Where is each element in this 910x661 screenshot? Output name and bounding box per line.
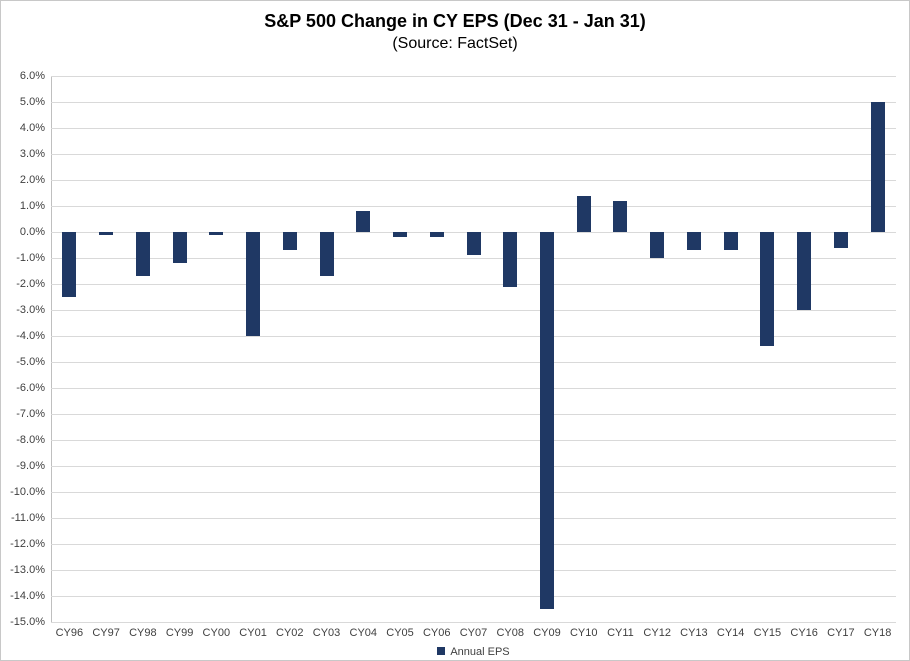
y-axis-line (51, 76, 52, 622)
y-tick-label: -7.0% (16, 408, 45, 420)
gridline (51, 517, 896, 519)
bar-cy16 (797, 232, 812, 310)
gridline (51, 180, 896, 181)
chart-subtitle: (Source: FactSet) (392, 35, 518, 52)
gridline (51, 310, 896, 311)
x-tick-label: CY13 (680, 627, 708, 639)
bar-cy11 (613, 200, 628, 232)
x-tick-label: CY97 (92, 627, 120, 639)
y-axis: 6.0% 5.0% 4.0% 3.0% 2.0% 1.0% 0.0% -1.0% -2.0% -3… (1, 70, 47, 628)
x-tick-label: CY17 (827, 627, 855, 639)
bar-cy17 (833, 232, 848, 248)
bar-cy96 (62, 232, 77, 297)
gridline (51, 440, 896, 441)
bar-cy06 (429, 232, 444, 238)
x-tick-label: CY15 (753, 627, 782, 639)
gridline (51, 102, 896, 103)
bar-cy99 (172, 232, 187, 264)
bar-cy97 (99, 232, 114, 235)
gridline (51, 622, 896, 623)
bar-cy03 (319, 232, 334, 277)
x-tick-label: CY96 (55, 627, 84, 639)
x-tick-label: CY16 (790, 627, 818, 639)
legend-swatch-icon (437, 647, 446, 656)
gridline (51, 596, 896, 597)
x-tick-label: CY10 (569, 627, 598, 639)
bar-cy07 (466, 232, 481, 256)
gridline (51, 570, 896, 571)
x-tick-label: CY07 (459, 627, 488, 639)
y-tick-label: -4.0% (16, 330, 45, 342)
gridline (51, 336, 896, 337)
x-tick-label: CY00 (202, 627, 231, 639)
gridline (51, 362, 896, 363)
y-tick-label: -15.0% (10, 616, 45, 628)
gridline (51, 544, 896, 545)
gridline (51, 128, 896, 129)
x-tick-label: CY03 (312, 627, 341, 639)
x-tick-label: CY11 (607, 627, 634, 639)
bar-cy05 (393, 232, 408, 238)
gridline (51, 258, 896, 259)
x-tick-label: CY02 (276, 627, 304, 639)
legend-label: Annual EPS (450, 646, 510, 659)
gridline (51, 76, 896, 77)
bar-cy04 (356, 211, 371, 232)
x-tick-label: CY01 (239, 627, 267, 639)
bar-cy01 (246, 232, 261, 336)
y-tick-label: 1.0% (19, 200, 45, 212)
gridline (51, 206, 896, 207)
bar-cy10 (576, 195, 591, 232)
legend: Annual EPS (51, 646, 896, 658)
x-tick-label: CY04 (349, 627, 378, 639)
y-tick-label: -14.0% (10, 590, 45, 602)
gridline (51, 492, 896, 493)
bar-cy09 (539, 232, 554, 609)
plot-area (51, 76, 896, 623)
bar-cy18 (870, 102, 885, 232)
x-axis: CY96 CY97 CY98 CY99 CY00 CY01 CY02 CY03 CY04 CY05… (51, 627, 896, 643)
bar-cy00 (209, 232, 224, 235)
bar-cy02 (282, 232, 297, 251)
x-tick-label: CY05 (386, 627, 414, 639)
gridline (51, 388, 896, 389)
y-tick-label: -13.0% (10, 564, 45, 576)
y-tick-label: 0.0% (19, 226, 45, 238)
bar-cy08 (503, 232, 518, 287)
bar-cy12 (650, 232, 665, 258)
chart-title: S&P 500 Change in CY EPS (Dec 31 - Jan 3… (264, 11, 646, 31)
x-tick-label: CY06 (422, 627, 451, 639)
y-tick-label: -10.0% (10, 486, 45, 498)
y-tick-label: 6.0% (19, 70, 45, 82)
y-tick-label: -6.0% (16, 382, 45, 394)
y-tick-label: 3.0% (19, 148, 45, 160)
bar-cy14 (723, 232, 738, 251)
x-tick-label: CY18 (863, 627, 892, 639)
bar-cy98 (135, 232, 150, 277)
y-tick-label: -11.0% (10, 511, 45, 524)
gridline (51, 154, 896, 155)
y-tick-label: -3.0% (16, 304, 45, 316)
x-tick-label: CY08 (496, 627, 524, 639)
gridline (51, 284, 896, 285)
x-tick-label: CY12 (643, 627, 671, 639)
y-tick-label: -5.0% (16, 356, 45, 368)
x-tick-label: CY99 (165, 627, 194, 639)
gridline (51, 466, 896, 467)
x-tick-label: CY14 (716, 627, 745, 639)
y-tick-label: -12.0% (10, 538, 45, 550)
y-tick-label: -9.0% (16, 460, 45, 472)
y-tick-label: -2.0% (16, 278, 45, 290)
bar-cy15 (760, 232, 775, 347)
gridline (51, 414, 896, 415)
y-tick-label: -8.0% (16, 434, 45, 446)
y-tick-label: -1.0% (16, 252, 45, 264)
y-tick-label: 5.0% (19, 96, 45, 108)
y-tick-label: 2.0% (19, 174, 45, 186)
bar-cy13 (686, 232, 701, 251)
x-tick-label: CY09 (533, 627, 561, 639)
y-tick-label: 4.0% (19, 122, 45, 134)
x-tick-label: CY98 (129, 627, 157, 639)
